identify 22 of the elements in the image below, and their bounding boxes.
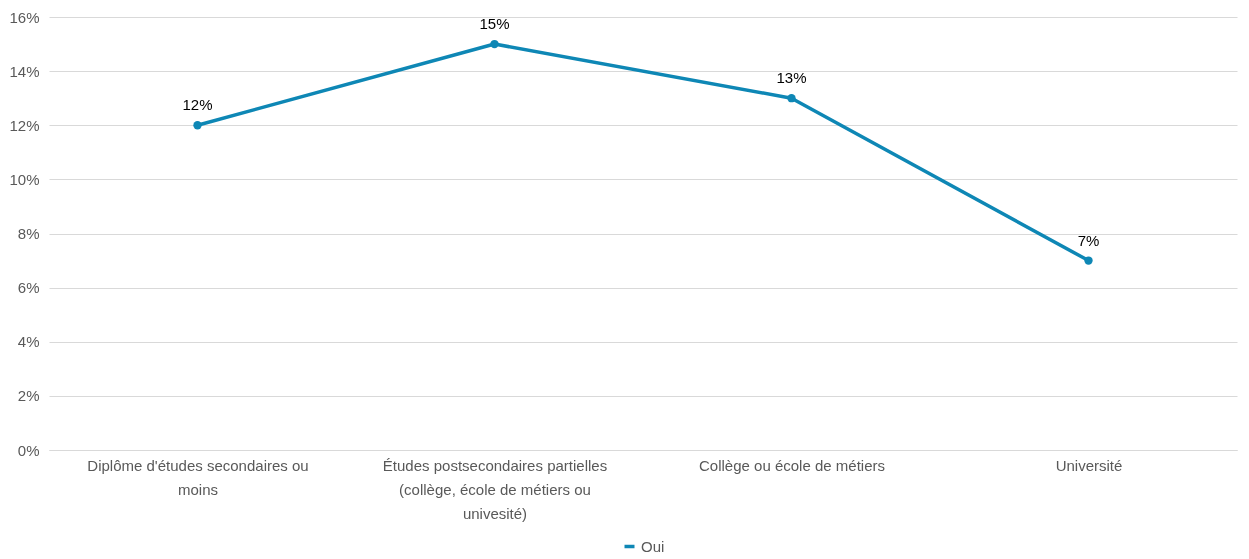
x-tick-label: Université [1055,456,1123,474]
y-tick-label: 6% [17,279,40,297]
x-tick-label: Collège ou école de métiers [699,456,885,474]
legend-label: Oui [641,537,665,555]
y-tick-label: 0% [17,441,40,459]
y-tick-label: 12% [9,116,40,134]
y-tick-label: 4% [17,333,40,351]
y-tick-label: 2% [17,387,40,405]
y-tick-label: 16% [9,8,40,26]
y-tick-label: 10% [9,170,40,188]
y-tick-label: 14% [9,62,40,80]
point [490,39,499,49]
data-label: 7% [1077,231,1100,249]
data-label: 12% [182,96,213,114]
x-tick-label: Études postsecondaires partielles (collège, école de métiers ou univesité) [382,456,608,522]
data-label: 13% [776,69,807,87]
y-tick-label: 8% [17,225,40,242]
point [787,94,796,103]
data-label: 15% [479,15,510,33]
x-tick-label: Diplôme d'études secondaires ou moins [87,456,309,498]
point [193,121,202,130]
point [1084,256,1093,265]
